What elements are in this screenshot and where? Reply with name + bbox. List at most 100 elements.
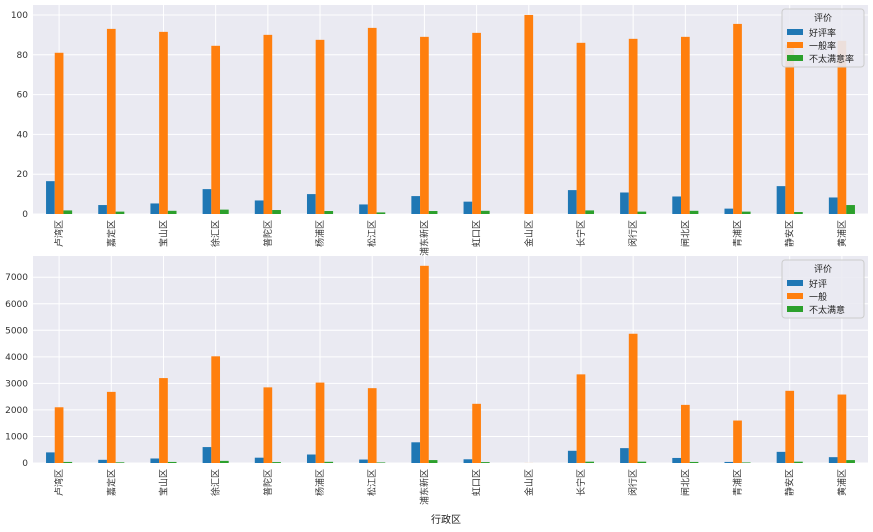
plot-area [33,5,868,214]
bar-不太满意-徐汇区 [220,460,229,463]
bar-好评率-青浦区 [724,208,734,214]
bar-好评率-黄浦区 [828,197,838,214]
rating-rate-chart: 0 20 40 60 80 100 卢湾区 嘉定区 宝山区 徐汇区 普陀区 杨浦区 松江区 浦东新区 虹口区… [11,5,868,256]
bar-一般-宝山区 [159,378,168,463]
x-tick-label: 黄浦区 [836,220,848,247]
bar-好评-长宁区 [567,450,577,463]
bar-不太满意率-嘉定区 [115,211,125,214]
x-tick-label: 杨浦区 [314,220,326,247]
bar-一般率-嘉定区 [106,28,116,215]
bar-不太满意-杨浦区 [324,461,334,463]
x-tick-label: 普陀区 [262,469,274,496]
bar-好评率-杨浦区 [306,194,316,214]
bar-好评-黄浦区 [828,457,838,463]
bar-不太满意-长宁区 [585,461,595,463]
x-tick-label: 闸北区 [680,469,691,496]
bar-好评率-徐汇区 [202,189,212,214]
bar-好评率-闸北区 [672,196,681,214]
legend-title: 评价 [814,264,832,275]
rating-count-chart: 0 1000 2000 3000 4000 5000 6000 7000 卢湾区 嘉定区 宝山区 徐汇… [5,256,868,505]
x-tick-label: 金山区 [523,469,535,496]
bar-不太满意-闵行区 [637,461,647,463]
bar-不太满意率-长宁区 [585,210,595,214]
bar-一般率-徐汇区 [211,45,221,214]
bar-一般率-金山区 [524,14,534,215]
legend-swatch [787,55,803,61]
bar-不太满意率-闸北区 [689,210,699,214]
x-tick-label: 青浦区 [732,469,744,496]
x-tick-label: 长宁区 [575,220,587,247]
bar-好评-虹口区 [463,459,473,463]
bar-一般-虹口区 [472,403,481,463]
bar-不太满意率-徐汇区 [220,209,229,214]
bar-不太满意率-浦东新区 [428,211,438,214]
x-tick-label: 虹口区 [472,220,483,247]
legend-label: 好评 [809,278,827,290]
bar-不太满意-闸北区 [689,461,699,463]
y-tick-label: 20 [17,170,29,180]
bar-好评率-浦东新区 [411,196,421,214]
bar-一般率-浦东新区 [420,36,429,214]
x-tick-label: 宝山区 [157,469,169,496]
bar-一般率-松江区 [367,27,377,215]
y-tick-label: 0 [22,210,28,220]
legend-label: 不太满意 [809,304,845,316]
bar-不太满意率-卢湾区 [63,210,73,214]
bar-不太满意率-黄浦区 [846,205,855,214]
legend-swatch [787,306,803,312]
bar-不太满意-松江区 [376,462,386,463]
legend-swatch [787,280,803,286]
legend-title: 评价 [814,13,832,24]
bar-好评-杨浦区 [306,454,316,463]
bar-一般-杨浦区 [315,382,325,463]
bar-好评-宝山区 [150,458,160,463]
y-tick-label: 4000 [5,353,28,363]
x-tick-label: 浦东新区 [418,220,430,256]
bar-不太满意-黄浦区 [846,460,855,463]
bar-好评-浦东新区 [411,442,421,463]
y-tick-label: 7000 [5,273,28,283]
bar-不太满意率-杨浦区 [324,211,334,214]
bar-一般率-长宁区 [576,42,586,214]
bar-好评-普陀区 [254,457,264,463]
bar-一般-徐汇区 [211,356,221,463]
x-tick-label: 普陀区 [262,220,274,247]
bar-不太满意率-松江区 [376,212,386,214]
legend-label: 一般率 [809,40,836,52]
x-tick-label: 静安区 [784,469,796,496]
y-tick-label: 6000 [5,300,28,310]
x-tick-label: 松江区 [366,469,378,496]
bar-一般-浦东新区 [420,265,429,463]
y-tick-label: 5000 [5,326,28,336]
bar-一般率-卢湾区 [54,52,64,215]
bar-好评率-宝山区 [150,203,160,214]
bar-一般-长宁区 [576,374,586,463]
bar-好评率-长宁区 [567,190,577,214]
bar-不太满意-嘉定区 [115,462,125,463]
bar-一般率-青浦区 [733,23,742,215]
bar-一般率-闵行区 [628,38,638,214]
bar-一般率-杨浦区 [315,39,325,215]
x-tick-label: 闵行区 [627,220,639,247]
bar-一般-卢湾区 [54,407,64,463]
bar-不太满意-浦东新区 [428,460,438,463]
bar-一般-普陀区 [263,387,273,463]
y-tick-label: 2000 [5,406,28,416]
x-tick-label: 松江区 [366,220,378,247]
bar-不太满意-静安区 [794,461,803,463]
x-tick-label: 虹口区 [472,469,483,496]
bar-好评率-虹口区 [463,201,473,214]
bar-好评率-松江区 [359,204,368,214]
bar-一般率-静安区 [785,44,795,214]
bar-一般-青浦区 [733,420,742,463]
bar-好评-嘉定区 [98,459,107,463]
bar-好评率-闵行区 [620,192,629,214]
bar-一般率-普陀区 [263,34,273,214]
x-tick-label: 闵行区 [627,469,639,496]
x-tick-label: 卢湾区 [53,469,65,496]
bar-好评率-普陀区 [254,200,264,214]
x-tick-label: 青浦区 [732,220,744,247]
x-tick-label: 长宁区 [575,469,587,496]
y-tick-label: 3000 [5,379,28,389]
